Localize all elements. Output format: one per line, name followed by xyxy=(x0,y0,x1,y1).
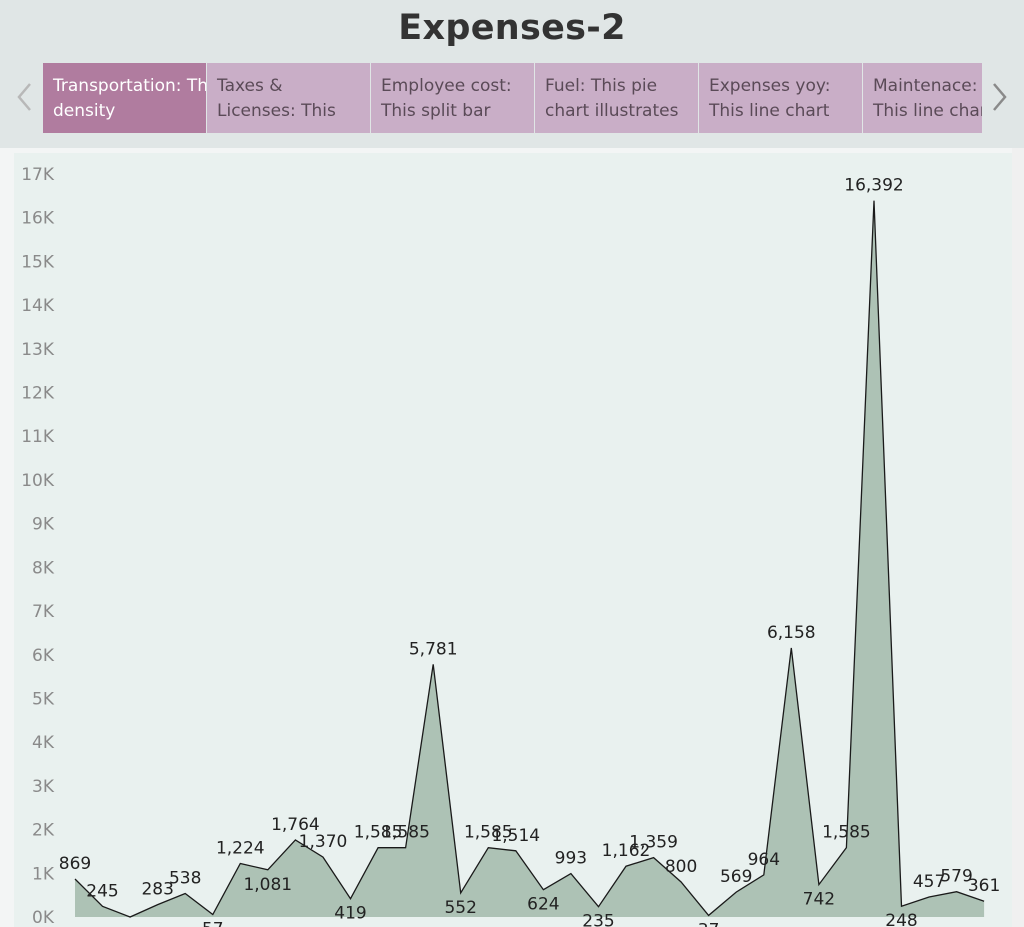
chevron-left-icon[interactable] xyxy=(12,78,38,116)
data-label: 37 xyxy=(698,920,720,927)
y-tick-label: 7K xyxy=(32,602,55,622)
data-label: 1,585 xyxy=(381,823,430,843)
y-tick-label: 15K xyxy=(21,252,55,272)
y-tick-label: 3K xyxy=(32,777,55,797)
tab-label: Maintenace: This line chart xyxy=(873,76,982,121)
data-label: 1,224 xyxy=(216,839,265,859)
data-label: 1,585 xyxy=(354,823,403,843)
y-tick-label: 14K xyxy=(21,296,55,316)
data-label: 245 xyxy=(86,881,118,901)
y-tick-label: 5K xyxy=(32,689,55,709)
tab-fuel[interactable]: Fuel: This pie chart illustrates xyxy=(535,63,698,133)
data-label: 1,764 xyxy=(271,815,320,835)
chevron-right-icon[interactable] xyxy=(986,78,1012,116)
data-label: 57 xyxy=(202,920,224,927)
density-area[interactable] xyxy=(75,200,985,918)
y-tick-label: 17K xyxy=(21,165,55,185)
tab-taxes-licenses[interactable]: Taxes & Licenses: This xyxy=(207,63,370,133)
y-tick-label: 16K xyxy=(21,209,55,229)
y-tick-label: 11K xyxy=(21,427,55,447)
tab-label: Employee cost: This split bar xyxy=(381,76,512,121)
data-label: 419 xyxy=(334,904,366,924)
data-label: 1,162 xyxy=(602,841,651,861)
tab-label: Expenses yoy: This line chart xyxy=(709,76,831,121)
y-tick-label: 9K xyxy=(32,515,55,535)
tab-maintenace[interactable]: Maintenace: This line chart xyxy=(863,63,982,133)
page-title: Expenses-2 xyxy=(398,8,626,48)
data-label: 235 xyxy=(582,912,614,927)
tab-label: Transportation: This density xyxy=(53,76,206,121)
data-label: 1,514 xyxy=(491,826,540,846)
y-tick-label: 2K xyxy=(32,821,55,841)
y-tick-label: 0K xyxy=(32,908,55,927)
tab-employee-cost[interactable]: Employee cost: This split bar xyxy=(371,63,534,133)
y-tick-label: 13K xyxy=(21,340,55,360)
density-line xyxy=(74,200,985,918)
tab-transportation[interactable]: Transportation: This density xyxy=(43,63,206,133)
data-label: 16,392 xyxy=(844,176,903,196)
data-label: 624 xyxy=(527,895,559,915)
y-tick-label: 8K xyxy=(32,558,55,578)
scrollbar-track[interactable] xyxy=(1012,148,1024,927)
data-label: 457 xyxy=(913,872,945,892)
y-tick-label: 1K xyxy=(32,864,55,884)
story-tab-strip: Transportation: This density Taxes & Lic… xyxy=(43,63,982,133)
chart-area: 0K 1K 2K 3K 4K 5K 6K 7K 8K 9K 10K 11K 12K 13K 14K 15K 16… xyxy=(14,153,1012,927)
y-tick-label: 12K xyxy=(21,384,55,404)
data-label: 1,585 xyxy=(464,823,513,843)
data-label: 5,781 xyxy=(409,639,458,659)
tab-label: Taxes & Licenses: This xyxy=(217,76,336,121)
data-label: 579 xyxy=(940,867,972,887)
data-label: 569 xyxy=(720,867,752,887)
data-label: 361 xyxy=(968,876,1000,896)
y-tick-label: 10K xyxy=(21,471,55,491)
data-label: 1,081 xyxy=(243,875,292,895)
data-label: 248 xyxy=(885,911,917,927)
data-label: 800 xyxy=(665,857,697,877)
data-label: 1,585 xyxy=(822,823,871,843)
y-tick-label: 4K xyxy=(32,733,55,753)
density-chart: 0K 1K 2K 3K 4K 5K 6K 7K 8K 9K 10K 11K 12K 13K 14K 15K 16… xyxy=(21,165,1000,927)
data-label: 283 xyxy=(141,880,173,900)
data-label: 993 xyxy=(555,849,587,869)
data-label: 538 xyxy=(169,869,201,889)
y-tick-label: 6K xyxy=(32,646,55,666)
tab-label: Fuel: This pie chart illustrates xyxy=(545,76,679,121)
data-label: 1,359 xyxy=(629,833,678,853)
data-label: 869 xyxy=(59,854,91,874)
data-label: 742 xyxy=(803,890,835,910)
data-label: 552 xyxy=(444,898,476,918)
data-label: 6,158 xyxy=(767,623,816,643)
tab-expenses-yoy[interactable]: Expenses yoy: This line chart xyxy=(699,63,862,133)
data-label: 964 xyxy=(748,850,780,870)
data-label: 1,370 xyxy=(299,832,348,852)
